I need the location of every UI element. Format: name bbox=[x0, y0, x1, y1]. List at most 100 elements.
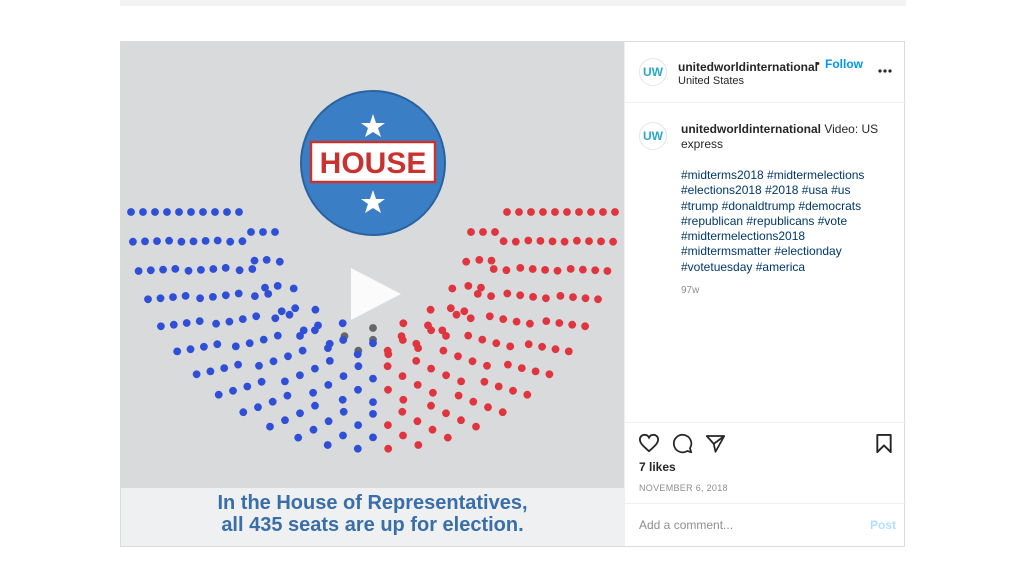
seat-dot bbox=[157, 322, 165, 331]
seat-dot bbox=[560, 237, 569, 246]
heart-icon[interactable] bbox=[638, 433, 660, 453]
seat-dot bbox=[275, 257, 284, 266]
seat-dot bbox=[257, 377, 266, 386]
seat-dot bbox=[398, 372, 407, 380]
seat-dot bbox=[585, 237, 593, 246]
post-age[interactable]: 97w bbox=[681, 285, 700, 296]
more-horizontal-icon[interactable] bbox=[878, 68, 892, 74]
seat-dot bbox=[134, 267, 143, 275]
seat-dot bbox=[173, 347, 182, 356]
post-date: NOVEMBER 6, 2018 bbox=[639, 483, 728, 493]
seat-dot bbox=[235, 208, 243, 216]
caption-avatar[interactable]: UW bbox=[639, 122, 667, 150]
star-icon bbox=[361, 114, 385, 137]
seat-dot bbox=[457, 416, 465, 425]
seat-dot bbox=[527, 208, 535, 216]
seat-dot bbox=[545, 370, 554, 379]
seat-dot bbox=[369, 324, 377, 332]
seat-dot bbox=[234, 360, 242, 369]
seat-dot bbox=[597, 237, 605, 246]
seat-dot bbox=[398, 407, 407, 416]
seat-dot bbox=[354, 385, 362, 394]
seat-dot bbox=[235, 266, 244, 275]
location[interactable]: United States bbox=[678, 75, 745, 87]
seat-dot bbox=[469, 397, 478, 406]
seat-dot bbox=[169, 293, 177, 301]
seat-dot bbox=[264, 290, 273, 298]
seat-dot bbox=[414, 344, 422, 352]
seat-dot bbox=[189, 237, 198, 246]
avatar[interactable]: UW bbox=[639, 58, 667, 86]
seat-dot bbox=[353, 444, 362, 453]
follow-button[interactable]: Follow bbox=[825, 57, 863, 71]
seat-dot bbox=[594, 295, 602, 304]
seat-dot bbox=[214, 390, 223, 399]
seat-dot bbox=[503, 289, 512, 298]
seat-dot bbox=[159, 265, 167, 274]
comment-icon[interactable] bbox=[672, 433, 693, 454]
username[interactable]: unitedworldinternational bbox=[678, 60, 818, 74]
seat-dot bbox=[165, 236, 173, 245]
seat-dot bbox=[511, 237, 520, 246]
seat-dot bbox=[338, 319, 347, 328]
hashtags[interactable]: #midterms2018 #midtermelections #electio… bbox=[681, 168, 865, 274]
seat-dot bbox=[231, 342, 240, 351]
seat-dot bbox=[243, 382, 252, 391]
seat-dot bbox=[548, 237, 557, 246]
seat-dot bbox=[324, 381, 333, 389]
seat-dot bbox=[384, 421, 392, 429]
seat-dot bbox=[542, 317, 551, 325]
post-comment-button[interactable]: Post bbox=[869, 518, 896, 532]
seat-dot bbox=[238, 315, 247, 323]
seat-dot bbox=[566, 265, 575, 273]
likes-count[interactable]: 7 likes bbox=[639, 460, 676, 474]
comment-input[interactable] bbox=[639, 518, 849, 532]
bookmark-icon[interactable] bbox=[875, 433, 893, 454]
seat-dot bbox=[517, 364, 526, 372]
seat-dot bbox=[485, 312, 494, 321]
seat-dot bbox=[271, 314, 280, 323]
seat-dot bbox=[563, 208, 571, 216]
seat-dot bbox=[494, 382, 503, 391]
seat-dot bbox=[464, 331, 473, 340]
seat-dot bbox=[551, 208, 559, 216]
seat-dot bbox=[462, 257, 471, 266]
seat-dot bbox=[538, 342, 546, 351]
seat-dot bbox=[271, 228, 279, 236]
seat-dot bbox=[499, 237, 508, 246]
seat-dot bbox=[186, 345, 195, 354]
seat-dot bbox=[221, 291, 230, 300]
seat-dot bbox=[273, 282, 282, 290]
seat-dot bbox=[353, 350, 362, 359]
seat-dot bbox=[369, 339, 377, 348]
seat-dot bbox=[457, 377, 465, 386]
seat-dot bbox=[296, 371, 304, 380]
seat-dot bbox=[250, 256, 259, 265]
seat-dot bbox=[251, 292, 259, 300]
share-icon[interactable] bbox=[705, 433, 726, 453]
seat-dot bbox=[479, 228, 487, 236]
seat-dot bbox=[163, 208, 171, 216]
seat-dot bbox=[156, 294, 165, 303]
seat-dot bbox=[169, 320, 178, 329]
seat-dot bbox=[446, 304, 455, 313]
seat-dot bbox=[283, 391, 292, 400]
seat-dot bbox=[555, 319, 564, 327]
seat-dot bbox=[269, 357, 278, 366]
seat-dot bbox=[281, 416, 289, 425]
post-video[interactable]: HOUSE In the House of Representatives, a… bbox=[121, 42, 624, 546]
seat-dot bbox=[354, 421, 362, 429]
seat-dot bbox=[475, 256, 484, 264]
seat-dot bbox=[452, 310, 461, 319]
seat-dot bbox=[399, 319, 408, 328]
seat-dot bbox=[309, 388, 317, 397]
seat-dot bbox=[489, 265, 498, 273]
seat-dot bbox=[579, 265, 587, 274]
seat-dot bbox=[516, 291, 525, 300]
seat-dot bbox=[248, 265, 257, 273]
caption-username[interactable]: unitedworldinternational bbox=[681, 122, 821, 136]
seat-dot bbox=[369, 374, 377, 383]
seat-dot bbox=[414, 441, 423, 449]
seat-dot bbox=[448, 284, 457, 293]
seat-dot bbox=[289, 284, 298, 293]
